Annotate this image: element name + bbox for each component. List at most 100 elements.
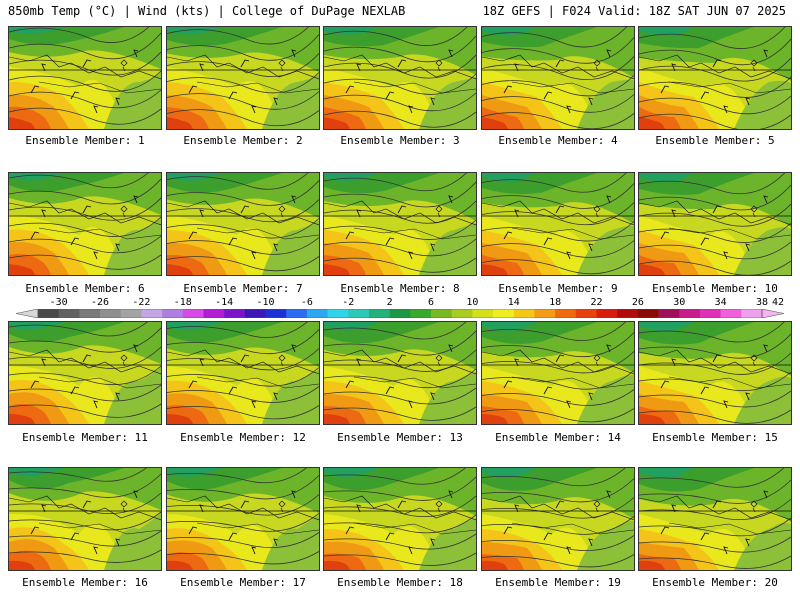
temperature-map (482, 322, 634, 424)
ensemble-member-label: Ensemble Member: 13 (337, 431, 463, 444)
ensemble-member-label: Ensemble Member: 11 (22, 431, 148, 444)
ensemble-member-label: Ensemble Member: 15 (652, 431, 778, 444)
color-scale-swatch (617, 309, 639, 318)
color-scale-swatch (120, 309, 142, 318)
color-scale-tick-label: -22 (132, 297, 151, 308)
color-scale-swatch (182, 309, 204, 318)
ensemble-map-panel (323, 467, 477, 571)
ensemble-member-label: Ensemble Member: 18 (337, 576, 463, 589)
color-scale-swatch (286, 309, 308, 318)
color-scale-swatch (720, 309, 742, 318)
temperature-map (482, 468, 634, 570)
color-scale-tick-label: -14 (215, 297, 234, 308)
color-scale-swatch (368, 309, 390, 318)
color-scale-swatch (224, 309, 246, 318)
ensemble-map-panel (481, 321, 635, 425)
color-scale-swatch (534, 309, 556, 318)
color-scale-tick-label: 22 (590, 297, 603, 308)
ensemble-map-panel (638, 26, 792, 130)
temperature-map (639, 27, 791, 129)
temperature-map (167, 173, 319, 275)
ensemble-map-panel (481, 467, 635, 571)
color-scale-swatch (575, 309, 597, 318)
ensemble-member-label: Ensemble Member: 1 (25, 134, 145, 147)
color-scale-tick-label: -2 (342, 297, 355, 308)
color-scale-tick-label: 14 (507, 297, 520, 308)
color-scale-swatch (306, 309, 328, 318)
ensemble-map-panel (166, 26, 320, 130)
color-scale-swatch (555, 309, 577, 318)
temperature-map (9, 322, 161, 424)
color-scale-bar (16, 309, 784, 318)
color-scale-swatch (493, 309, 515, 318)
ensemble-map-panel (638, 467, 792, 571)
color-scale-swatch (244, 309, 266, 318)
color-scale-tick-label: 26 (631, 297, 644, 308)
ensemble-member-label: Ensemble Member: 12 (180, 431, 306, 444)
color-scale-tick-label: 30 (673, 297, 686, 308)
ensemble-map-panel (166, 321, 320, 425)
color-scale-swatch (38, 309, 59, 318)
ensemble-map-panel (638, 321, 792, 425)
color-scale-tick-label: 18 (549, 297, 562, 308)
color-scale-swatch (596, 309, 618, 318)
color-scale-tick-label: 42 (771, 297, 785, 308)
temperature-map (324, 322, 476, 424)
color-scale-swatch (327, 309, 349, 318)
ensemble-member-label: Ensemble Member: 4 (498, 134, 618, 147)
color-scale-swatch (348, 309, 370, 318)
ensemble-map-panel (638, 172, 792, 276)
color-scale-tick-label: 10 (466, 297, 479, 308)
temperature-map (639, 173, 791, 275)
temperature-map (167, 468, 319, 570)
color-scale-swatch (265, 309, 287, 318)
ensemble-member-label: Ensemble Member: 2 (183, 134, 303, 147)
color-scale-swatch (658, 309, 680, 318)
color-scale-swatch (431, 309, 453, 318)
ensemble-member-label: Ensemble Member: 3 (340, 134, 460, 147)
ensemble-member-label: Ensemble Member: 17 (180, 576, 306, 589)
ensemble-member-label: Ensemble Member: 5 (655, 134, 775, 147)
ensemble-map-panel (8, 321, 162, 425)
ensemble-member-label: Ensemble Member: 9 (498, 282, 618, 295)
ensemble-map-panel (481, 26, 635, 130)
color-scale-tick-label: 6 (428, 297, 435, 308)
color-scale-tick-label: 34 (714, 297, 727, 308)
color-scale-swatch (141, 309, 163, 318)
temperature-map (324, 173, 476, 275)
color-scale-swatch (79, 309, 101, 318)
color-scale-swatch (410, 309, 432, 318)
ensemble-map-panel (166, 172, 320, 276)
ensemble-member-label: Ensemble Member: 14 (495, 431, 621, 444)
model-run-info: 18Z GEFS | F024 Valid: 18Z SAT JUN 07 20… (482, 4, 786, 18)
color-scale-tick-label: -18 (173, 297, 192, 308)
ensemble-member-label: Ensemble Member: 8 (340, 282, 460, 295)
color-scale-swatch (472, 309, 494, 318)
color-scale-swatch (513, 309, 535, 318)
temperature-map (324, 27, 476, 129)
ensemble-member-label: Ensemble Member: 10 (652, 282, 778, 295)
color-scale-tick-label: -10 (256, 297, 275, 308)
color-scale-swatch (203, 309, 225, 318)
color-scale-tick-label: 38 (755, 297, 769, 308)
temperature-map (167, 27, 319, 129)
color-scale-swatch (389, 309, 411, 318)
temperature-map (482, 173, 634, 275)
ensemble-map-panel (166, 467, 320, 571)
ensemble-map-panel (8, 172, 162, 276)
ensemble-map-panel (323, 321, 477, 425)
temperature-map (639, 468, 791, 570)
ensemble-map-panel (8, 467, 162, 571)
color-scale-swatch (451, 309, 473, 318)
ensemble-member-label: Ensemble Member: 6 (25, 282, 145, 295)
color-scale-tick-label: 2 (386, 297, 393, 308)
temperature-map (324, 468, 476, 570)
color-scale-swatch (741, 309, 763, 318)
color-scale-tick-label: -26 (91, 297, 110, 308)
ensemble-map-panel (481, 172, 635, 276)
temperature-map (9, 27, 161, 129)
color-scale-tick-label: -30 (49, 297, 68, 308)
temperature-map (482, 27, 634, 129)
ensemble-map-panel (323, 172, 477, 276)
temperature-map (9, 173, 161, 275)
